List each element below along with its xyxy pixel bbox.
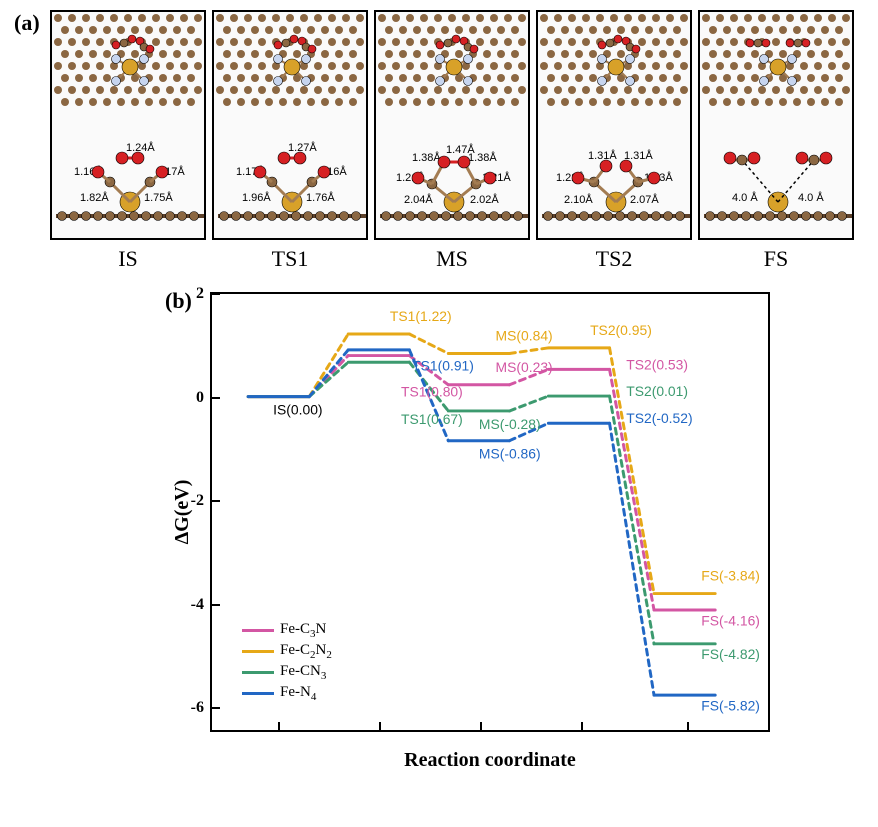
legend-swatch xyxy=(242,629,274,632)
data-point-label: FS(-3.84) xyxy=(701,568,760,584)
y-tick-label: 0 xyxy=(196,389,212,407)
structure-TS1: 1.27Å1.17Å1.16Å1.96Å1.76Å TS1 xyxy=(212,10,368,272)
structure-TS2: 1.31Å1.31Å1.22Å1.23Å2.10Å2.07Å TS2 xyxy=(536,10,692,272)
legend-label: Fe-N4 xyxy=(280,684,316,703)
structure-MS: 1.47Å1.38Å1.38Å1.21Å1.21Å2.04Å2.02Å MS xyxy=(374,10,530,272)
structure-box: 1.47Å1.38Å1.38Å1.21Å1.21Å2.04Å2.02Å xyxy=(374,10,530,240)
data-point-label: TS2(0.53) xyxy=(626,356,688,372)
data-point-label: TS2(0.95) xyxy=(590,322,652,338)
legend-swatch xyxy=(242,671,274,674)
structure-box: 1.31Å1.31Å1.22Å1.23Å2.10Å2.07Å xyxy=(536,10,692,240)
legend-item: Fe-C2N2 xyxy=(242,642,332,661)
structure-caption: MS xyxy=(436,246,468,272)
data-point-label: FS(-4.16) xyxy=(701,612,760,628)
structure-caption: TS1 xyxy=(272,246,309,272)
legend-swatch xyxy=(242,692,274,695)
legend-swatch xyxy=(242,650,274,653)
data-point-label: TS1(0.80) xyxy=(401,384,463,400)
panel-b-label: (b) xyxy=(165,288,192,314)
data-point-label: MS(-0.86) xyxy=(479,446,541,462)
legend-item: Fe-N4 xyxy=(242,684,332,703)
data-point-label: IS(0.00) xyxy=(273,402,322,418)
y-tick-label: -6 xyxy=(191,699,212,717)
y-tick-label: -4 xyxy=(191,596,212,614)
y-axis-label: ΔG(eV) xyxy=(171,480,194,545)
data-point-label: TS2(0.01) xyxy=(626,383,688,399)
structure-caption: TS2 xyxy=(596,246,633,272)
x-axis-label: Reaction coordinate xyxy=(404,749,576,772)
y-tick-label: -2 xyxy=(191,492,212,510)
panel-a-label: (a) xyxy=(14,10,40,36)
legend-label: Fe-C2N2 xyxy=(280,642,332,661)
data-point-label: TS1(1.22) xyxy=(390,308,452,324)
chart-legend: Fe-C3N Fe-C2N2 Fe-CN3 Fe-N4 xyxy=(242,621,332,705)
energy-chart: IS(0.00) TS1(1.22) TS1(0.91) TS1(0.80) TS1(0… xyxy=(210,292,770,732)
legend-label: Fe-CN3 xyxy=(280,663,326,682)
structure-FS: 4.0 Å4.0 Å FS xyxy=(698,10,854,272)
panel-b: (b) ΔG(eV) IS(0.00)TS1(1.22)TS1(0.91)TS1… xyxy=(140,292,780,732)
panel-a: 1.24Å1.16Å1.17Å1.82Å1.75Å IS 1.27Å1.17Å1.1… xyxy=(50,10,868,272)
structure-box: 1.24Å1.16Å1.17Å1.82Å1.75Å xyxy=(50,10,206,240)
side-view xyxy=(52,120,206,240)
side-view xyxy=(700,120,854,240)
side-view xyxy=(214,120,368,240)
data-point-label: TS2(-0.52) xyxy=(626,410,692,426)
data-point-label: TS1(0.91) xyxy=(412,357,474,373)
side-view xyxy=(538,120,692,240)
legend-label: Fe-C3N xyxy=(280,621,326,640)
structure-box: 4.0 Å4.0 Å xyxy=(698,10,854,240)
legend-item: Fe-CN3 xyxy=(242,663,332,682)
structure-caption: IS xyxy=(118,246,138,272)
data-point-label: FS(-5.82) xyxy=(701,698,760,714)
data-point-label: TS1(0.67) xyxy=(401,411,463,427)
legend-item: Fe-C3N xyxy=(242,621,332,640)
data-point-label: MS(0.84) xyxy=(496,328,553,344)
structure-IS: 1.24Å1.16Å1.17Å1.82Å1.75Å IS xyxy=(50,10,206,272)
structure-box: 1.27Å1.17Å1.16Å1.96Å1.76Å xyxy=(212,10,368,240)
side-view xyxy=(376,120,530,240)
y-tick-label: 2 xyxy=(196,285,212,303)
structure-caption: FS xyxy=(764,246,788,272)
data-point-label: FS(-4.82) xyxy=(701,646,760,662)
data-point-label: MS(0.23) xyxy=(496,359,553,375)
data-point-label: MS(-0.28) xyxy=(479,416,541,432)
